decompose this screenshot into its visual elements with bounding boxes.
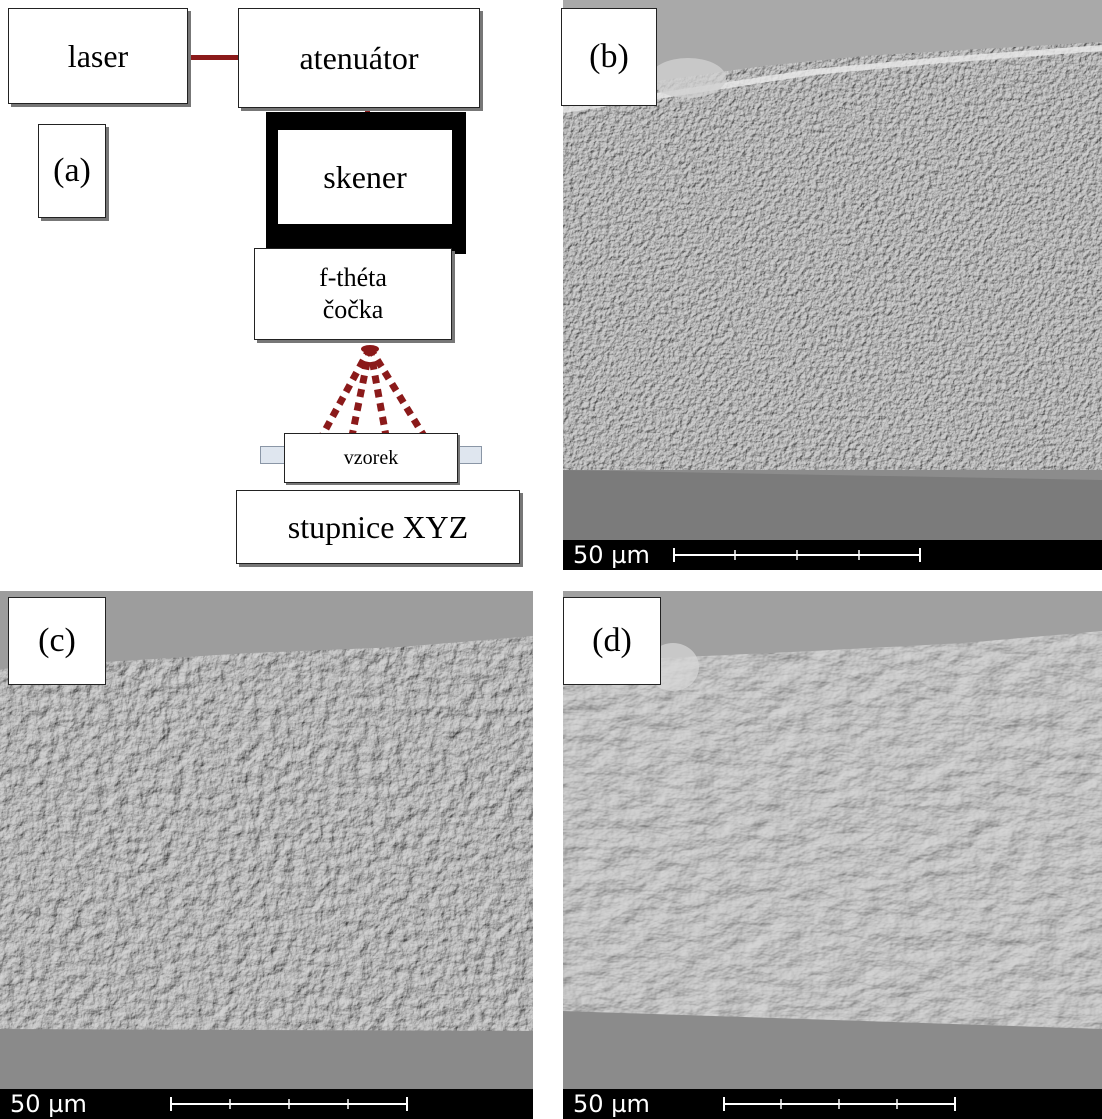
panel-b-label: (b)	[561, 8, 657, 106]
panel-a-label-text: (a)	[53, 152, 91, 189]
sample-box: vzorek	[284, 433, 458, 483]
stage-box: stupnice XYZ	[236, 490, 520, 564]
attenuator-label: atenuátor	[299, 39, 419, 76]
beam-ray-3	[366, 347, 390, 437]
panel-b-scale-text: 50 µm	[573, 541, 650, 569]
beam-ray-2	[348, 347, 374, 437]
laser-beam-fan	[318, 345, 427, 438]
stage-label: stupnice XYZ	[287, 508, 469, 545]
beam-line-laser-attenuator	[188, 55, 240, 60]
panel-c-scale-ruler	[170, 1097, 408, 1111]
panel-d-scale-text: 50 µm	[573, 1090, 650, 1118]
lens-label-line2: čočka	[322, 295, 384, 324]
panel-a-label: (a)	[38, 124, 106, 218]
sample-label: vzorek	[343, 446, 399, 469]
laser-label: laser	[67, 37, 129, 74]
panel-c-scale-text: 50 µm	[10, 1090, 87, 1118]
beam-focus	[361, 345, 379, 353]
panel-b-scalebar: 50 µm	[563, 540, 1102, 570]
panel-a-schematic: laser atenuátor (a) skener f-théta čočka…	[0, 0, 560, 580]
laser-box: laser	[8, 8, 188, 104]
panel-c-scalebar: 50 µm	[0, 1089, 533, 1119]
lens-box: f-théta čočka	[254, 248, 452, 340]
scanner-box: skener	[278, 130, 452, 224]
panel-c-label: (c)	[8, 597, 106, 685]
panel-d-scale-ruler	[723, 1097, 956, 1111]
panel-d-scalebar: 50 µm	[563, 1089, 1102, 1119]
scanner-label: skener	[323, 158, 407, 195]
panel-c-label-text: (c)	[38, 622, 76, 659]
panel-d-label: (d)	[563, 597, 661, 685]
attenuator-box: atenuátor	[238, 8, 480, 108]
panel-d-label-text: (d)	[592, 622, 632, 659]
lens-label-line1: f-théta	[319, 262, 387, 292]
panel-b-label-text: (b)	[589, 38, 629, 75]
beam-ray-1	[318, 346, 374, 438]
beam-ray-4	[367, 346, 427, 438]
panel-b-scale-ruler	[673, 548, 921, 562]
